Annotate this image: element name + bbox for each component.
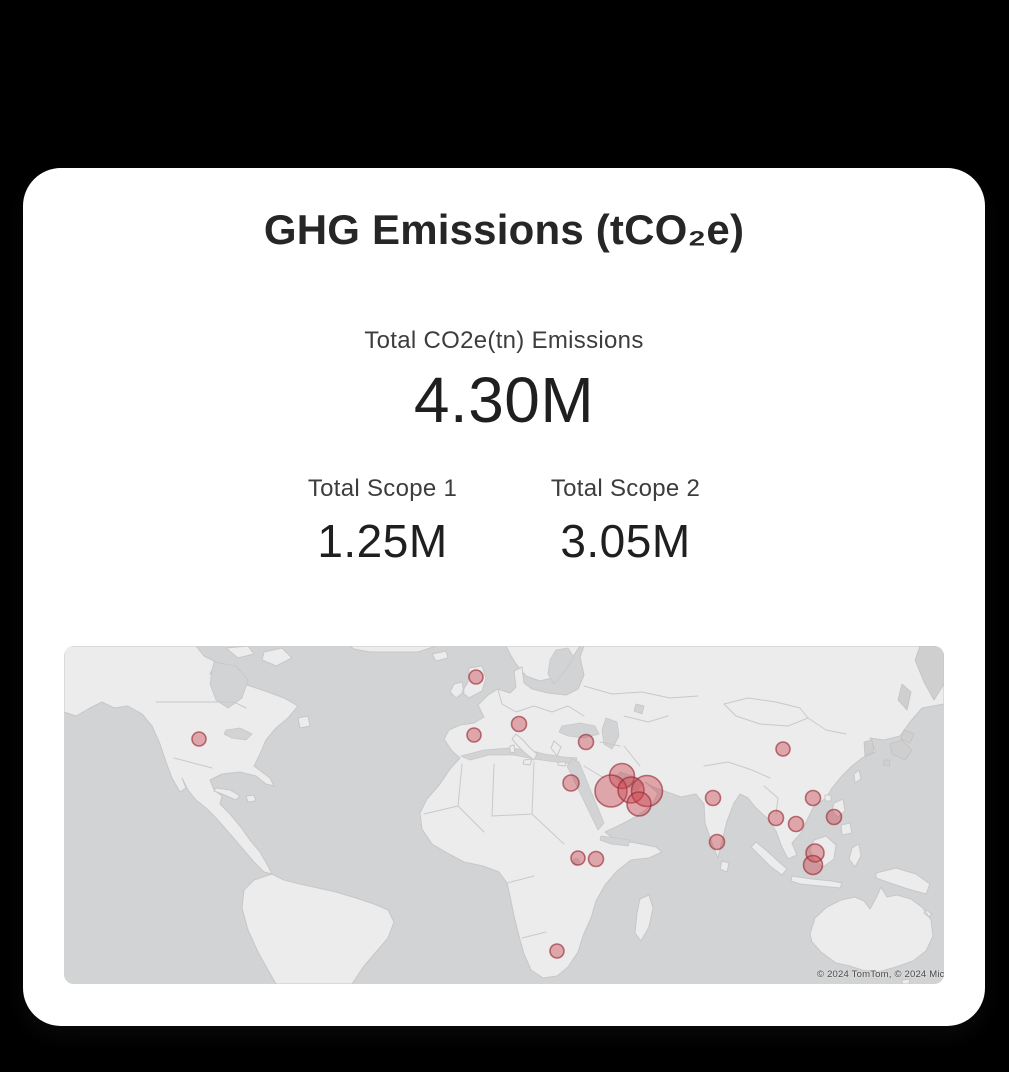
emission-bubble[interactable] [577, 733, 595, 751]
kpi-scope2: Total Scope 2 3.05M [516, 475, 736, 567]
map-aral-sea [633, 703, 645, 715]
emission-bubble[interactable] [608, 762, 636, 790]
map-british-isles [431, 650, 487, 699]
emission-bubble[interactable] [570, 850, 586, 866]
world-map [64, 646, 944, 984]
kpi-total-label: Total CO2e(tn) Emissions [364, 327, 644, 354]
emission-bubble[interactable] [775, 741, 791, 757]
map-sumatra [750, 841, 788, 876]
map-land-south-america [241, 873, 395, 984]
kpi-scope1-label: Total Scope 1 [307, 475, 458, 502]
map-hudson-bay [209, 661, 249, 709]
map-gulf-of-aden [599, 835, 631, 847]
map-arctic-islands [225, 646, 311, 729]
map-new-guinea [875, 867, 931, 895]
emission-bubble[interactable] [708, 833, 726, 851]
emission-bubble[interactable] [804, 789, 822, 807]
map-japan [882, 729, 915, 767]
emissions-bubble-map[interactable]: © 2024 TomTom, © 2024 Micr [64, 646, 944, 984]
emission-bubble[interactable] [191, 731, 207, 747]
scope-kpis-row: Total Scope 1 1.25M Total Scope 2 3.05M [23, 475, 985, 567]
map-caribbean [213, 787, 257, 803]
emission-bubble[interactable] [787, 815, 805, 833]
map-great-lakes [223, 727, 253, 741]
map-land-eurasia-africa [419, 646, 944, 979]
map-sulawesi [848, 843, 862, 868]
emission-bubble[interactable] [767, 809, 785, 827]
map-land-australia [809, 886, 934, 984]
ghg-emissions-card: GHG Emissions (tCO₂e) Total CO2e(tn) Emi… [23, 168, 985, 1026]
emission-bubble[interactable] [510, 715, 528, 733]
map-madagascar [634, 894, 654, 942]
emission-bubble[interactable] [802, 854, 824, 876]
page-title: GHG Emissions (tCO₂e) [263, 206, 745, 253]
kpi-scope1: Total Scope 1 1.25M [273, 475, 493, 567]
map-greece [550, 740, 567, 767]
emission-bubble[interactable] [630, 774, 664, 808]
map-baltic-sea [547, 647, 575, 685]
kpi-total-value: 4.30M [413, 364, 595, 436]
map-java [790, 875, 843, 889]
emission-bubble[interactable] [825, 808, 843, 826]
map-caspian-sea [601, 717, 620, 750]
emission-bubble[interactable] [704, 789, 722, 807]
map-greenland-tip [349, 646, 437, 653]
kpi-scope2-value: 3.05M [560, 515, 691, 567]
emission-bubble[interactable] [562, 774, 580, 792]
map-persian-gulf [614, 771, 645, 792]
map-kamchatka [914, 646, 944, 701]
emission-bubbles [191, 669, 843, 959]
map-italy [509, 733, 538, 766]
map-korea [863, 739, 875, 757]
map-sakhalin [897, 683, 912, 711]
map-country-borders [155, 685, 847, 939]
map-taiwan-hainan [824, 769, 862, 802]
kpi-total-emissions: Total CO2e(tn) Emissions 4.30M [23, 327, 985, 436]
emission-bubble[interactable] [587, 850, 605, 868]
emission-bubble[interactable] [549, 943, 565, 959]
emission-bubble[interactable] [626, 791, 652, 817]
map-attribution: © 2024 TomTom, © 2024 Micr [817, 969, 944, 980]
kpi-scope1-value: 1.25M [317, 515, 448, 567]
emission-bubble[interactable] [468, 669, 484, 685]
kpi-scope2-label: Total Scope 2 [550, 475, 701, 502]
map-sri-lanka [719, 860, 730, 873]
emission-bubble[interactable] [594, 774, 628, 808]
emission-bubble[interactable] [466, 727, 482, 743]
